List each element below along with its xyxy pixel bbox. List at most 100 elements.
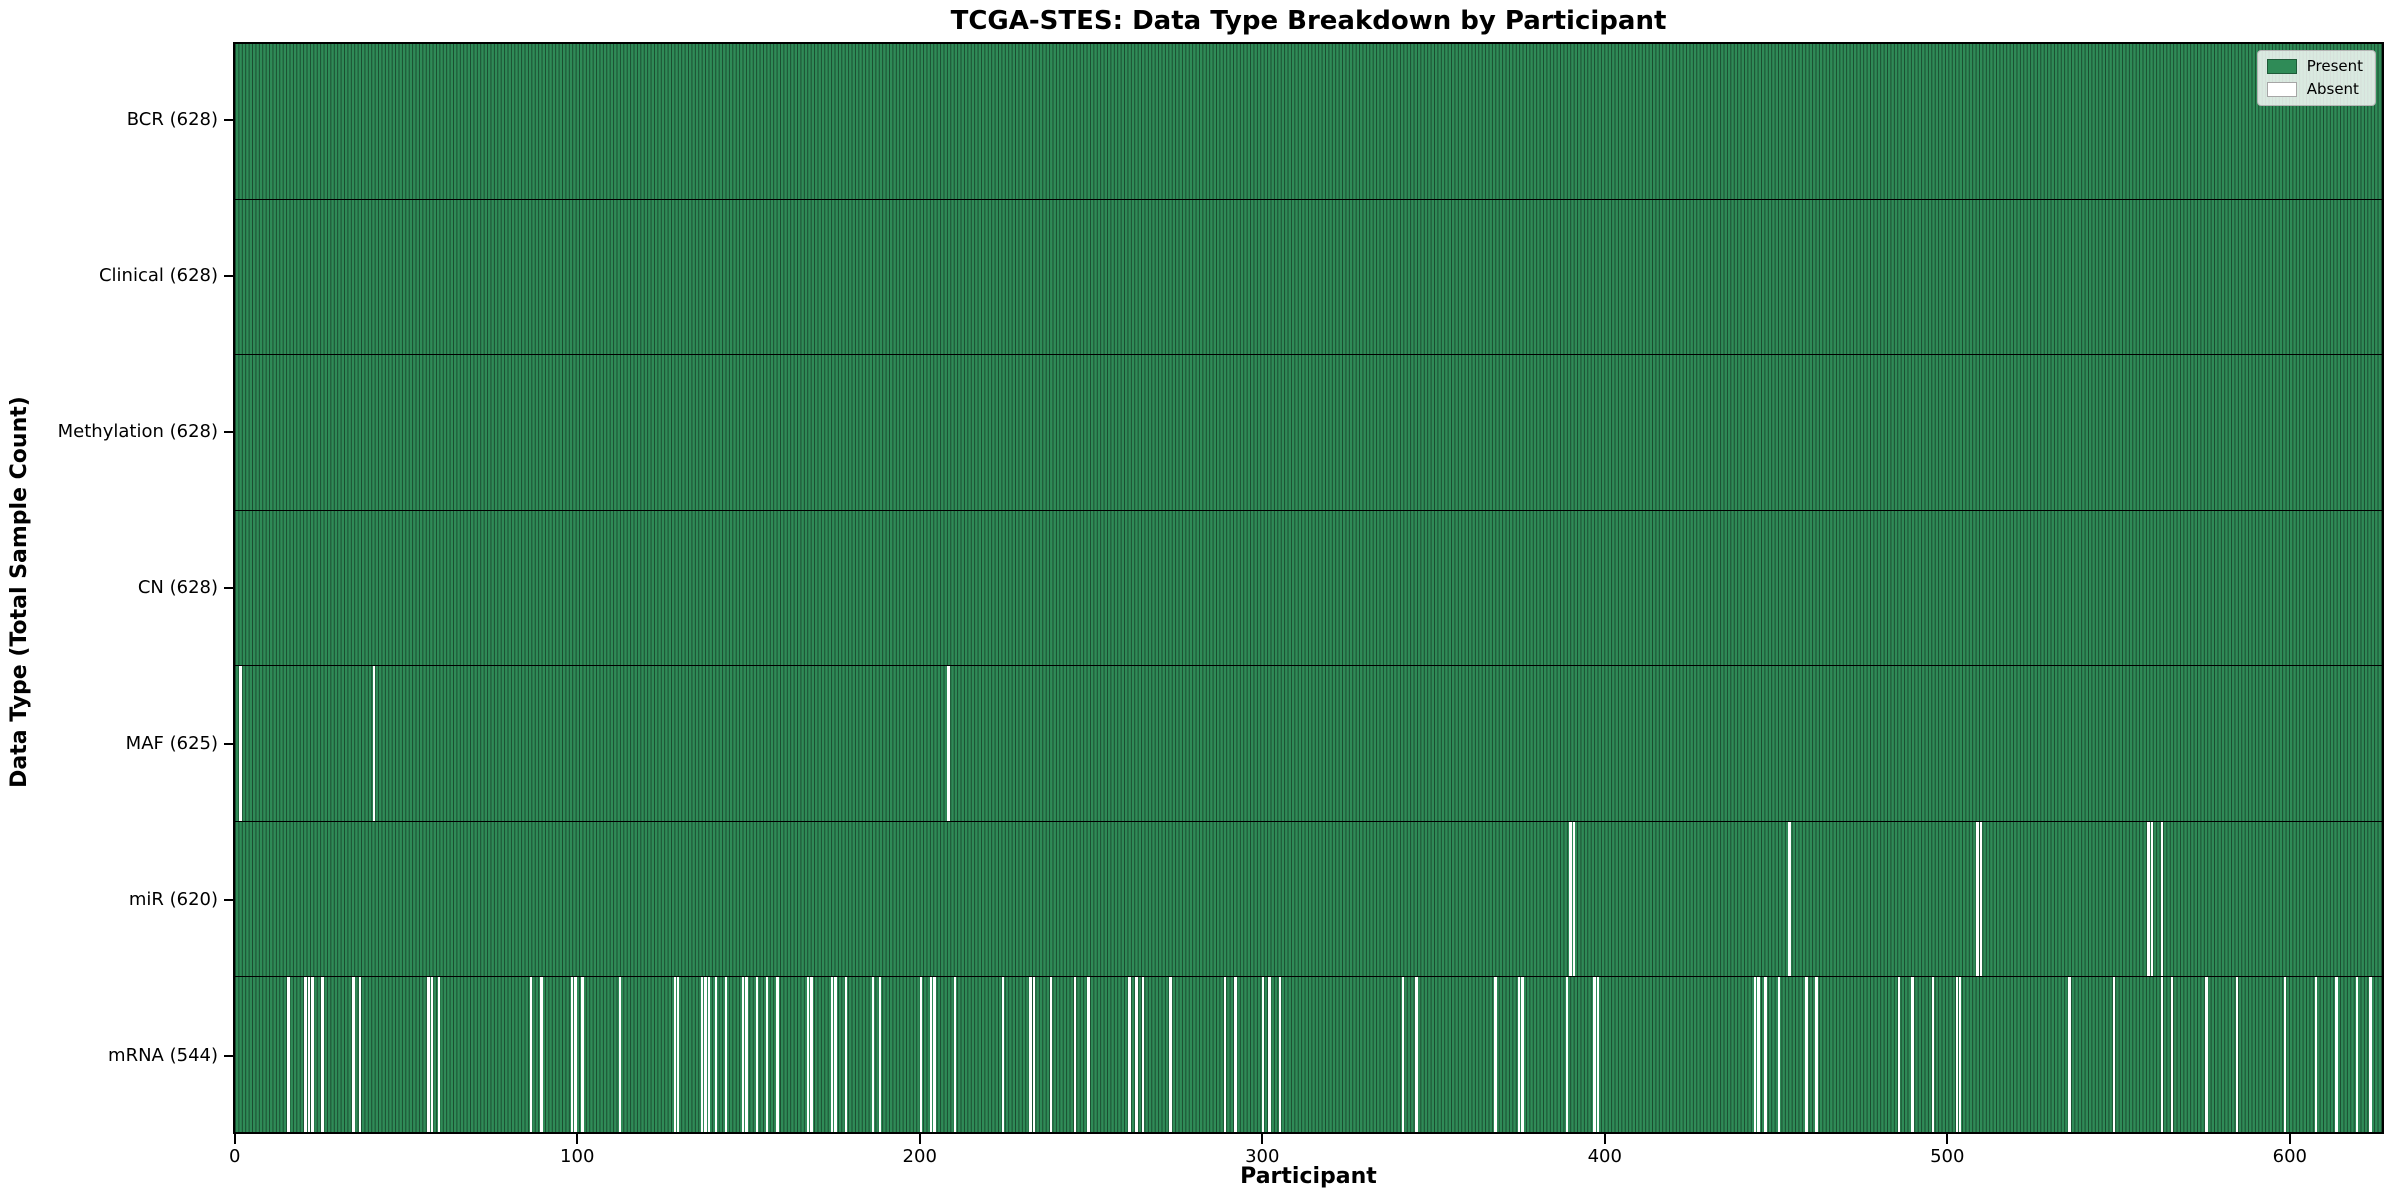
absent-stripe [1976, 821, 1979, 977]
ytick-label-bcr: BCR (628) [126, 109, 218, 130]
xtick-label-500: 500 [1930, 1146, 1965, 1167]
row-band-bcr [235, 44, 2382, 200]
absent-stripe [1518, 977, 1521, 1133]
xtick-mark [2288, 1134, 2291, 1144]
absent-stripe [571, 977, 574, 1133]
absent-stripe [1073, 977, 1076, 1133]
absent-stripe [1169, 977, 1172, 1133]
ytick-label-cn: CN (628) [137, 577, 218, 598]
ytick-mark [224, 431, 233, 433]
absent-stripe [673, 977, 676, 1133]
absent-stripe [1049, 977, 1053, 1133]
absent-stripe [1224, 977, 1227, 1133]
xtick-label-600: 600 [2272, 1146, 2307, 1167]
absent-stripe [1261, 977, 1265, 1133]
absent-stripe [878, 977, 882, 1133]
xtick-label-200: 200 [902, 1146, 937, 1167]
absent-stripe [618, 977, 622, 1133]
absent-stripe [707, 977, 711, 1133]
absent-stripe [724, 977, 728, 1133]
xtick-mark [1603, 1134, 1606, 1144]
legend-swatch-present [2266, 59, 2297, 74]
absent-stripe [776, 977, 779, 1133]
absent-stripe [1494, 977, 1497, 1133]
ytick-mark [224, 1055, 233, 1057]
xtick-label-100: 100 [560, 1146, 595, 1167]
absent-stripe [1128, 977, 1131, 1133]
row-band-methylation [235, 355, 2382, 511]
absent-stripe [1001, 977, 1005, 1133]
ytick-label-methylation: Methylation (628) [57, 421, 218, 442]
ytick-label-clinical: Clinical (628) [98, 265, 218, 286]
presence-matrix [235, 44, 2382, 1133]
absent-stripe [1911, 977, 1914, 1133]
absent-stripe [2160, 977, 2164, 1133]
absent-stripe [2160, 821, 2164, 977]
legend-label-absent: Absent [2306, 80, 2359, 98]
absent-stripe [1753, 977, 1757, 1133]
xtick-label-0: 0 [228, 1146, 241, 1167]
absent-stripe [1278, 977, 1282, 1133]
absent-stripe [2150, 821, 2153, 977]
xtick-label-300: 300 [1245, 1146, 1280, 1167]
absent-stripe [2335, 977, 2338, 1133]
row-band-cn [235, 510, 2382, 667]
absent-stripe [806, 977, 810, 1133]
absent-stripe [574, 977, 577, 1133]
absent-stripe [287, 977, 290, 1133]
absent-stripe [2205, 977, 2208, 1133]
absent-stripe [755, 977, 759, 1133]
absent-stripe [1401, 977, 1405, 1133]
absent-stripe [540, 977, 543, 1133]
absent-stripe [1788, 821, 1791, 977]
absent-stripe [714, 977, 718, 1133]
absent-stripe [239, 666, 242, 821]
absent-stripe [677, 977, 680, 1133]
absent-stripe [844, 977, 847, 1133]
absent-stripe [1979, 821, 1982, 977]
absent-stripe [1959, 977, 1962, 1133]
absent-stripe [2112, 977, 2116, 1133]
chart-title: TCGA-STES: Data Type Breakdown by Partic… [950, 6, 1667, 36]
absent-stripe [2369, 977, 2372, 1133]
absent-stripe [1897, 977, 1900, 1133]
absent-stripe [933, 977, 936, 1133]
legend-swatch-absent [2266, 82, 2297, 97]
absent-stripe [307, 977, 311, 1133]
plot-area: Present Absent [233, 42, 2384, 1134]
absent-stripe [2147, 821, 2150, 977]
absent-stripe [437, 977, 441, 1133]
absent-stripe [321, 977, 324, 1133]
absent-stripe [1415, 977, 1418, 1133]
absent-stripe [1596, 977, 1600, 1133]
absent-stripe [1521, 977, 1524, 1133]
absent-stripe [1141, 977, 1145, 1133]
absent-stripe [947, 666, 950, 821]
ytick-label-mrna: mRNA (544) [108, 1045, 218, 1066]
xtick-mark [918, 1134, 921, 1144]
absent-stripe [700, 977, 704, 1133]
absent-stripe [834, 977, 837, 1133]
absent-stripe [304, 977, 307, 1133]
legend-entry-present: Present [2266, 57, 2363, 75]
absent-stripe [1955, 977, 1959, 1133]
absent-stripe [765, 977, 769, 1133]
absent-stripe [2068, 977, 2071, 1133]
absent-stripe [1029, 977, 1032, 1133]
legend-label-present: Present [2306, 57, 2363, 75]
ytick-mark [224, 899, 233, 901]
absent-stripe [1032, 977, 1035, 1133]
ytick-mark [224, 275, 233, 277]
absent-stripe [1764, 977, 1767, 1133]
absent-stripe [1593, 977, 1596, 1133]
absent-stripe [2235, 977, 2239, 1133]
xtick-label-400: 400 [1587, 1146, 1622, 1167]
legend-entry-absent: Absent [2266, 80, 2363, 98]
xtick-mark [1946, 1134, 1949, 1144]
ytick-mark [224, 743, 233, 745]
absent-stripe [2283, 977, 2287, 1133]
absent-stripe [1757, 977, 1760, 1133]
absent-stripe [1569, 821, 1572, 977]
absent-stripe [1931, 977, 1935, 1133]
